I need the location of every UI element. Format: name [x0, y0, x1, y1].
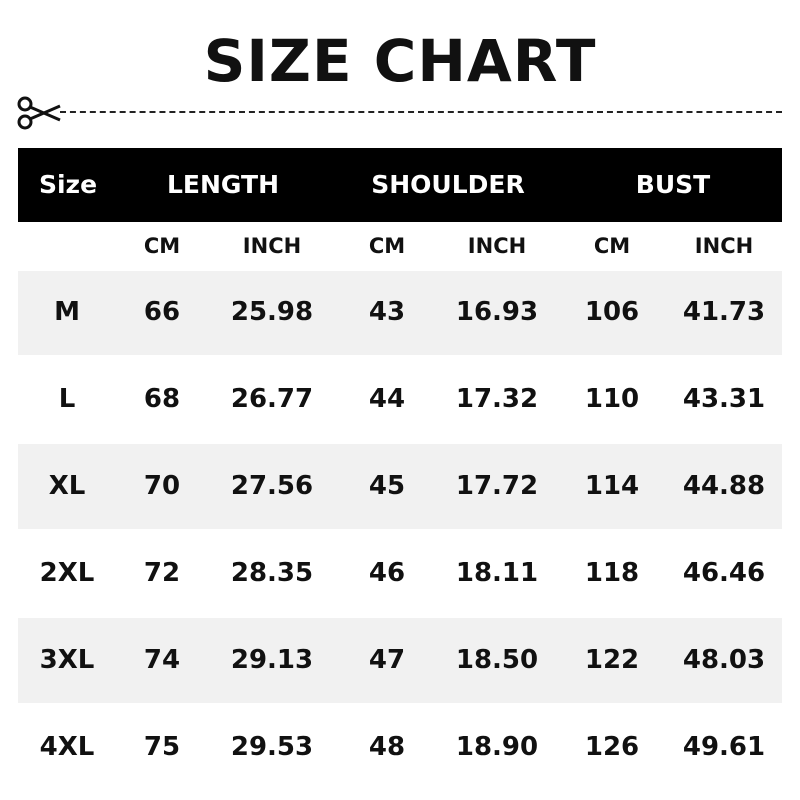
value-cell: 43 [368, 297, 406, 327]
value-cell: 29.13 [230, 644, 314, 675]
table-row: M 66 25.98 43 16.93 106 41.73 [18, 271, 782, 355]
scissors-icon [17, 96, 61, 130]
value-cell: 110 [584, 383, 640, 414]
table-row: 3XL 74 29.13 47 18.50 122 48.03 [18, 618, 782, 703]
value-cell: 122 [584, 644, 640, 675]
value-cell: 44.88 [682, 470, 766, 501]
value-cell: 44 [368, 383, 406, 414]
value-cell: 46.46 [682, 557, 766, 588]
unit-label: INCH [242, 234, 302, 258]
value-cell: 18.50 [455, 644, 539, 675]
table-row: XL 70 27.56 45 17.72 114 44.88 [18, 444, 782, 529]
unit-label: INCH [467, 234, 527, 258]
size-cell: 2XL [39, 557, 95, 588]
value-cell: 126 [584, 731, 640, 762]
value-cell: 75 [143, 731, 181, 762]
value-cell: 70 [143, 470, 181, 501]
value-cell: 66 [143, 297, 181, 327]
value-cell: 17.72 [455, 470, 539, 501]
value-cell: 118 [584, 557, 640, 588]
cut-line [60, 111, 782, 113]
value-cell: 29.53 [230, 731, 314, 762]
table-row: L 68 26.77 44 17.32 110 43.31 [18, 355, 782, 444]
value-cell: 48 [368, 731, 406, 762]
size-cell: 4XL [39, 731, 95, 762]
value-cell: 45 [368, 470, 406, 501]
value-cell: 26.77 [230, 383, 314, 414]
unit-label: CM [368, 234, 406, 258]
value-cell: 47 [368, 644, 406, 675]
value-cell: 17.32 [455, 383, 539, 414]
value-cell: 18.11 [455, 557, 539, 588]
header-size: Size [38, 170, 98, 199]
value-cell: 106 [584, 297, 640, 327]
table-row: 2XL 72 28.35 46 18.11 118 46.46 [18, 529, 782, 618]
size-cell: 3XL [39, 644, 95, 675]
unit-label: CM [143, 234, 181, 258]
value-cell: 46 [368, 557, 406, 588]
size-cell: L [58, 383, 76, 414]
table-row: 4XL 75 29.53 48 18.90 126 49.61 [18, 703, 782, 792]
size-cell: XL [48, 470, 86, 501]
value-cell: 48.03 [682, 644, 766, 675]
value-cell: 72 [143, 557, 181, 588]
header-bust: BUST [635, 170, 711, 199]
unit-header: CM INCH CM INCH CM INCH [0, 222, 800, 271]
table-header: Size LENGTH SHOULDER BUST [18, 148, 782, 222]
size-cell: M [54, 297, 80, 327]
unit-label: CM [593, 234, 631, 258]
value-cell: 74 [143, 644, 181, 675]
value-cell: 16.93 [455, 297, 539, 327]
header-shoulder: SHOULDER [371, 170, 525, 199]
unit-label: INCH [694, 234, 754, 258]
value-cell: 114 [584, 470, 640, 501]
value-cell: 68 [143, 383, 181, 414]
value-cell: 18.90 [455, 731, 539, 762]
header-length: LENGTH [167, 170, 279, 199]
value-cell: 41.73 [682, 297, 766, 327]
value-cell: 49.61 [682, 731, 766, 762]
value-cell: 43.31 [682, 383, 766, 414]
value-cell: 27.56 [230, 470, 314, 501]
value-cell: 25.98 [230, 297, 314, 327]
value-cell: 28.35 [230, 557, 314, 588]
page-title: SIZE CHART [203, 27, 597, 95]
